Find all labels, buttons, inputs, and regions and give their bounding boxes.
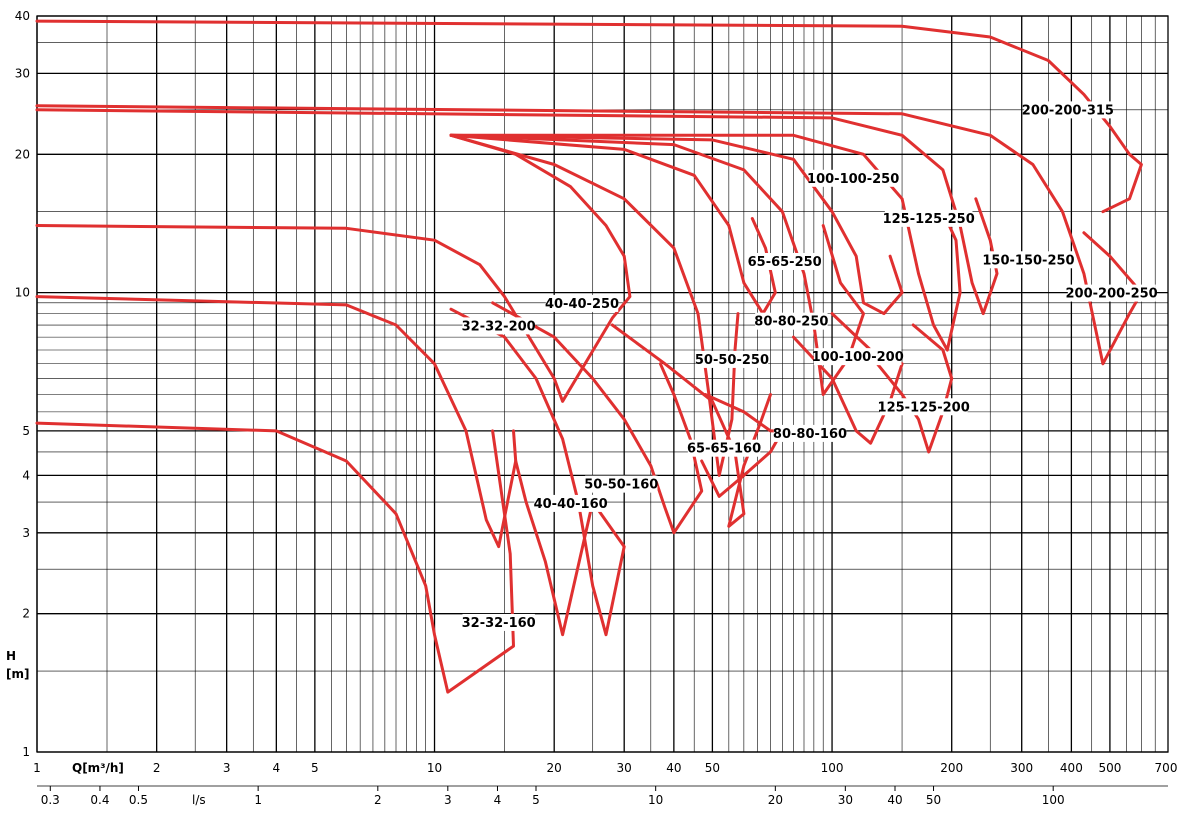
curve-100-100-250: [449, 133, 904, 316]
curve-label-200-200-250: 200-200-250: [1066, 287, 1158, 302]
curve-label-65-65-160: 65-65-160: [687, 442, 761, 457]
curve-label-bg: [813, 348, 902, 366]
y-tick-label: 5: [22, 424, 30, 438]
curve-65-65-160: [610, 323, 772, 528]
curve-label-bg: [545, 294, 619, 312]
x-tick-label-q: 100: [821, 761, 844, 775]
plot-frame: [36, 15, 1169, 753]
x-tick-label-q: 700: [1155, 761, 1178, 775]
x-tick-label-q: 200: [940, 761, 963, 775]
curve-label-40-40-160: 40-40-160: [534, 497, 608, 512]
x-tick-label-ls: 0.5: [129, 793, 148, 807]
curve-label-bg: [534, 494, 607, 512]
x-tick-label-ls: 4: [494, 793, 502, 807]
x-tick-label-ls: 5: [532, 793, 540, 807]
curve-label-100-100-200: 100-100-200: [812, 350, 904, 365]
x-tick-label-q: 30: [617, 761, 632, 775]
y-tick-label: 20: [15, 147, 30, 161]
curve-40-40-250: [35, 133, 632, 403]
curve-50-50-160: [491, 301, 704, 535]
curve-label-bg: [809, 169, 897, 187]
x-axis-label-ls: l/s: [192, 793, 206, 807]
x-tick-label-q: 10: [427, 761, 442, 775]
x-tick-label-q: 400: [1060, 761, 1083, 775]
curves: [35, 19, 1143, 694]
curve-label-bg: [585, 475, 658, 493]
curve-65-65-250: [449, 133, 777, 316]
y-tick-label: 40: [15, 9, 30, 23]
x-tick-label-ls: 20: [768, 793, 783, 807]
y-tick-label: 3: [22, 526, 30, 540]
x-tick-label-ls: 50: [926, 793, 941, 807]
curve-label-32-32-200: 32-32-200: [462, 319, 536, 334]
curve-label-bg: [462, 613, 535, 631]
curve-label-bg: [687, 439, 761, 457]
x-tick-label-q: 3: [223, 761, 231, 775]
x-tick-label-q: 4: [273, 761, 281, 775]
curve-label-32-32-160: 32-32-160: [462, 616, 536, 631]
curve-label-200-200-315: 200-200-315: [1022, 103, 1114, 118]
curve-label-bg: [1024, 101, 1112, 119]
curve-label-bg: [462, 317, 535, 335]
y-tick-label: 10: [15, 286, 30, 300]
x-tick-label-q: 1: [33, 761, 41, 775]
curve-125-125-250: [449, 133, 962, 352]
x-tick-label-q: 2: [153, 761, 161, 775]
curve-label-125-125-250: 125-125-250: [883, 212, 975, 227]
curve-label-bg: [695, 350, 769, 368]
curve-125-125-200: [875, 323, 954, 454]
curve-label-100-100-250: 100-100-250: [807, 172, 899, 187]
x-tick-label-ls: 100: [1042, 793, 1065, 807]
curve-label-bg: [884, 209, 973, 227]
y-tick-label: 1: [22, 745, 30, 759]
x-tick-label-q: 5: [311, 761, 319, 775]
curve-label-150-150-250: 150-150-250: [982, 253, 1074, 268]
curve-32-32-160: [35, 421, 515, 694]
x-tick-label-ls: 40: [887, 793, 902, 807]
x-tick-label-q: 20: [547, 761, 562, 775]
y-tick-label: 4: [22, 468, 30, 482]
x-tick-label-ls: 1: [254, 793, 262, 807]
x-axis-label-q: Q[m³/h]: [72, 761, 124, 775]
y-axis-label-h: H: [6, 649, 16, 663]
x-tick-label-ls: 3: [444, 793, 452, 807]
grid: [36, 15, 1169, 787]
x-tick-label-ls: 30: [838, 793, 853, 807]
curve-label-bg: [879, 398, 968, 416]
curve-label-bg: [755, 312, 828, 330]
x-tick-label-q: 300: [1010, 761, 1033, 775]
x-tick-label-q: 50: [705, 761, 720, 775]
curve-32-32-200: [35, 295, 518, 549]
x-tick-label-q: 40: [666, 761, 681, 775]
y-tick-label: 30: [15, 66, 30, 80]
x-tick-label-q: 500: [1098, 761, 1121, 775]
curve-40-40-160: [449, 307, 626, 637]
curve-label-50-50-250: 50-50-250: [695, 353, 769, 368]
x-tick-label-ls: 0.4: [90, 793, 109, 807]
curve-label-bg: [773, 424, 847, 442]
x-tick-label-ls: 10: [648, 793, 663, 807]
curve-label-bg: [1067, 284, 1156, 302]
curve-label-bg: [748, 252, 821, 270]
curve-label-bg: [984, 251, 1073, 269]
curve-200-200-250: [35, 104, 1143, 366]
curve-label-80-80-160: 80-80-160: [773, 427, 847, 442]
curve-labels: 32-32-160 32-32-200 40-40-160 40-40-250 50-5…: [462, 101, 1158, 631]
curve-label-125-125-200: 125-125-200: [878, 400, 970, 415]
curve-label-65-65-250: 65-65-250: [748, 255, 822, 270]
curve-label-80-80-250: 80-80-250: [754, 315, 828, 330]
curve-label-40-40-250: 40-40-250: [545, 297, 619, 312]
y-axis-label-unit: [m]: [6, 667, 29, 681]
x-tick-label-ls: 2: [374, 793, 382, 807]
y-tick-label: 2: [22, 607, 30, 621]
x-tick-label-ls: 0.3: [41, 793, 60, 807]
curve-label-50-50-160: 50-50-160: [584, 478, 658, 493]
